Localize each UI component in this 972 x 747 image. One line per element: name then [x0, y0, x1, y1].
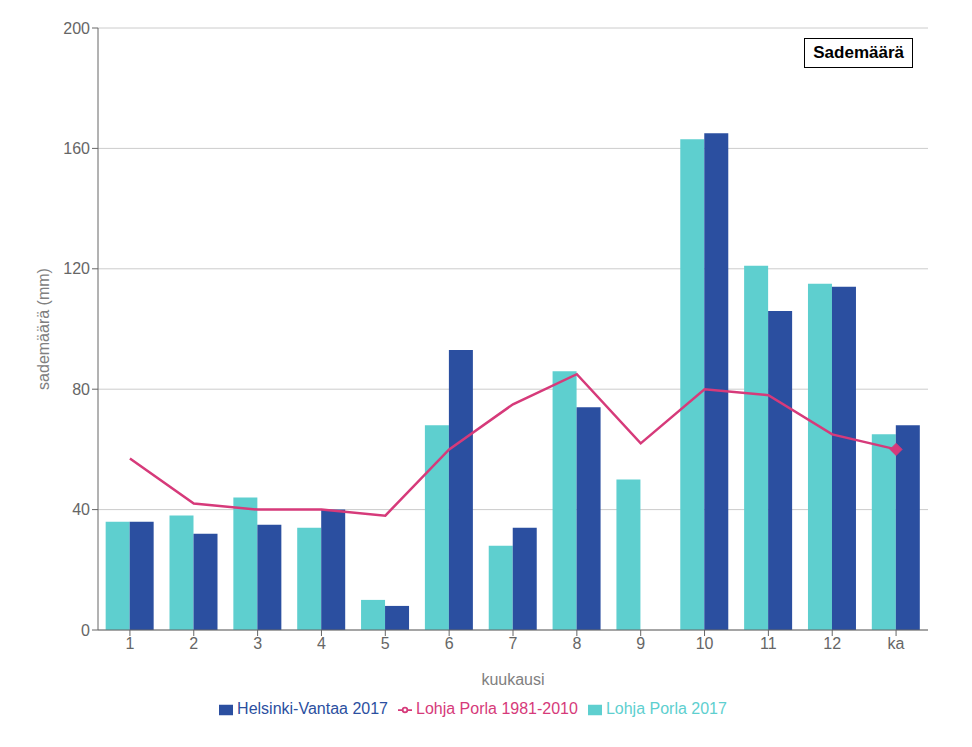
- svg-text:8: 8: [572, 635, 581, 652]
- svg-text:120: 120: [63, 260, 90, 277]
- svg-text:5: 5: [381, 635, 390, 652]
- html-text:Lohja Porla 1981-2010: Lohja Porla 1981-2010: [416, 700, 578, 717]
- svg-text:1: 1: [125, 635, 134, 652]
- svg-text:10: 10: [696, 635, 714, 652]
- svg-text:40: 40: [72, 501, 90, 518]
- svg-text:ka: ka: [888, 635, 905, 652]
- svg-text:3: 3: [253, 635, 262, 652]
- html-text:Helsinki-Vantaa 2017: Helsinki-Vantaa 2017: [237, 700, 388, 717]
- svg-text:2: 2: [189, 635, 198, 652]
- svg-text:9: 9: [636, 635, 645, 652]
- svg-text:0: 0: [81, 622, 90, 639]
- svg-text:200: 200: [63, 20, 90, 37]
- svg-text:7: 7: [509, 635, 518, 652]
- svg-text:12: 12: [823, 635, 841, 652]
- svg-text:80: 80: [72, 381, 90, 398]
- svg-text:sademäärä (mm): sademäärä (mm): [35, 268, 52, 390]
- html-text:Lohja Porla 2017: Lohja Porla 2017: [605, 700, 727, 717]
- html-text:Sademäärä: Sademäärä: [813, 43, 904, 62]
- svg-text:160: 160: [63, 140, 90, 157]
- svg-text:11: 11: [760, 635, 777, 652]
- svg-text:kuukausi: kuukausi: [481, 671, 544, 688]
- svg-text:6: 6: [445, 635, 454, 652]
- svg-text:4: 4: [317, 635, 326, 652]
